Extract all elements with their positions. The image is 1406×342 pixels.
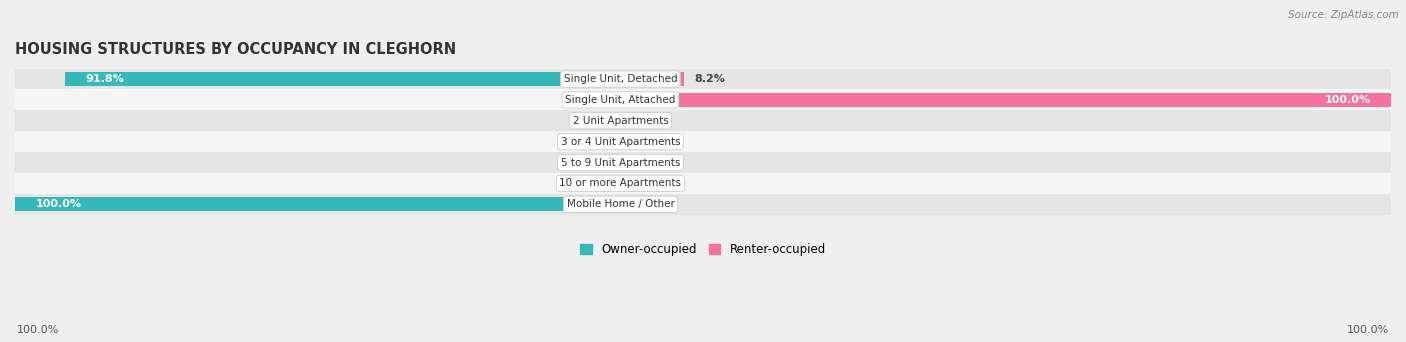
- FancyBboxPatch shape: [15, 173, 1391, 194]
- Legend: Owner-occupied, Renter-occupied: Owner-occupied, Renter-occupied: [575, 238, 831, 261]
- Text: 5 to 9 Unit Apartments: 5 to 9 Unit Apartments: [561, 158, 681, 168]
- Bar: [15, 197, 620, 211]
- FancyBboxPatch shape: [15, 110, 1391, 131]
- Text: 0.0%: 0.0%: [571, 116, 600, 126]
- Bar: [65, 72, 620, 86]
- Text: Single Unit, Detached: Single Unit, Detached: [564, 74, 678, 84]
- FancyBboxPatch shape: [15, 152, 1391, 173]
- FancyBboxPatch shape: [15, 69, 1391, 90]
- FancyBboxPatch shape: [15, 131, 1391, 152]
- Text: 0.0%: 0.0%: [641, 116, 671, 126]
- Text: 0.0%: 0.0%: [571, 158, 600, 168]
- Text: Source: ZipAtlas.com: Source: ZipAtlas.com: [1288, 10, 1399, 20]
- Text: 100.0%: 100.0%: [17, 325, 59, 335]
- Text: Mobile Home / Other: Mobile Home / Other: [567, 199, 675, 209]
- Text: HOUSING STRUCTURES BY OCCUPANCY IN CLEGHORN: HOUSING STRUCTURES BY OCCUPANCY IN CLEGH…: [15, 42, 456, 57]
- Text: 0.0%: 0.0%: [641, 158, 671, 168]
- Text: 3 or 4 Unit Apartments: 3 or 4 Unit Apartments: [561, 137, 681, 147]
- Bar: [620, 93, 1391, 107]
- Text: 100.0%: 100.0%: [35, 199, 82, 209]
- FancyBboxPatch shape: [15, 90, 1391, 110]
- FancyBboxPatch shape: [15, 194, 1391, 215]
- Text: 100.0%: 100.0%: [1347, 325, 1389, 335]
- Bar: [620, 72, 683, 86]
- Text: 0.0%: 0.0%: [571, 95, 600, 105]
- Text: 0.0%: 0.0%: [571, 179, 600, 188]
- Text: 0.0%: 0.0%: [641, 137, 671, 147]
- Text: 91.8%: 91.8%: [86, 74, 124, 84]
- Text: 100.0%: 100.0%: [1324, 95, 1371, 105]
- Text: Single Unit, Attached: Single Unit, Attached: [565, 95, 676, 105]
- Text: 8.2%: 8.2%: [695, 74, 725, 84]
- Text: 10 or more Apartments: 10 or more Apartments: [560, 179, 682, 188]
- Text: 0.0%: 0.0%: [641, 199, 671, 209]
- Text: 0.0%: 0.0%: [571, 137, 600, 147]
- Text: 2 Unit Apartments: 2 Unit Apartments: [572, 116, 668, 126]
- Text: 0.0%: 0.0%: [641, 179, 671, 188]
